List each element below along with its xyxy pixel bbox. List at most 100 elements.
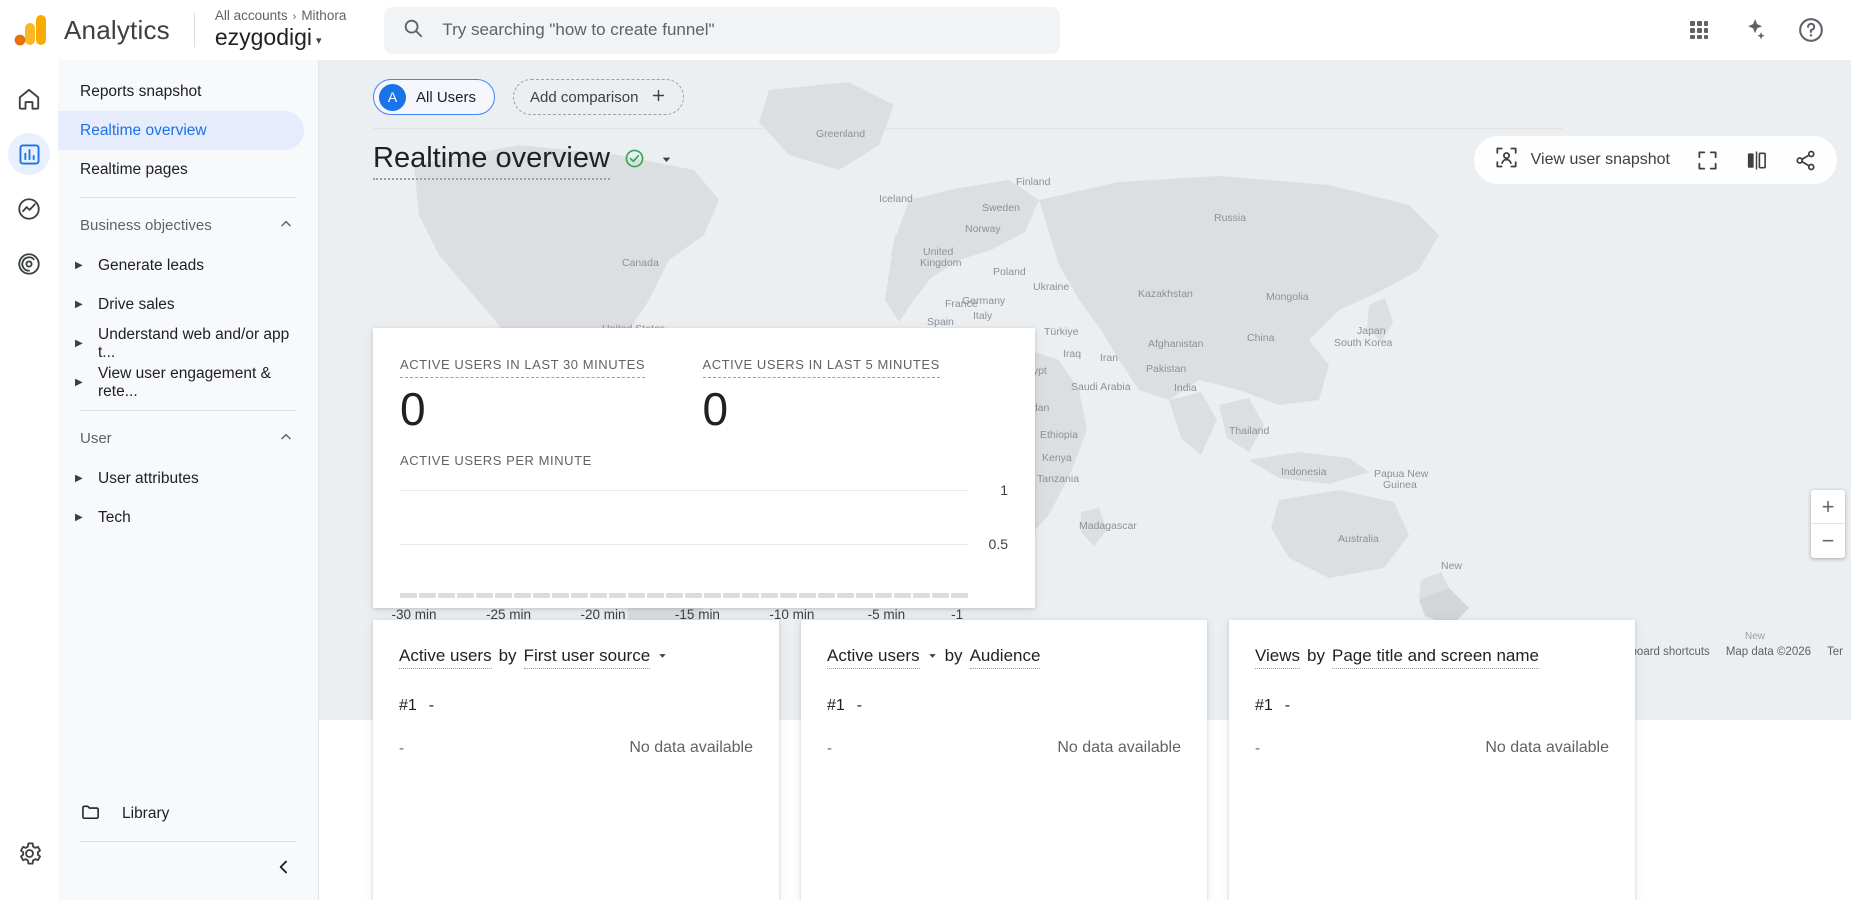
chart-bar <box>951 593 968 599</box>
check-circle-icon[interactable] <box>624 148 645 174</box>
sidebar-item-label: Generate leads <box>98 256 204 274</box>
apps-grid-icon[interactable] <box>1687 18 1711 42</box>
card-dimension-label[interactable]: Audience <box>969 646 1041 669</box>
left-rail <box>0 60 58 900</box>
chart-bar <box>552 593 569 599</box>
zoom-in-button[interactable]: + <box>1811 490 1845 524</box>
sidebar-item-user-attributes[interactable]: ▶ User attributes <box>58 459 304 498</box>
chips-divider <box>373 128 1563 129</box>
card-title: Active users by Audience <box>827 646 1181 669</box>
sidebar-collapse-button[interactable] <box>58 848 318 890</box>
sparkle-ai-icon[interactable] <box>1741 17 1767 43</box>
all-users-chip[interactable]: A All Users <box>373 79 496 115</box>
metric-active-users-5min: ACTIVE USERS IN LAST 5 MINUTES 0 <box>702 356 1006 435</box>
metric-label: ACTIVE USERS IN LAST 30 MINUTES <box>400 357 646 378</box>
terms-link[interactable]: Ter <box>1827 646 1843 658</box>
page-title-row: Realtime overview <box>373 142 674 180</box>
card-rank-value: - <box>856 697 863 714</box>
sidebar-item-generate-leads[interactable]: ▶ Generate leads <box>58 246 304 285</box>
chart-xtick-label: -10 min <box>769 607 815 623</box>
sidebar-item-view-user-engagement[interactable]: ▶ View user engagement & rete... <box>58 363 304 402</box>
card-metric-label[interactable]: Active users <box>827 646 920 669</box>
card-metric-label[interactable]: Active users <box>399 646 492 669</box>
sidebar-item-label: Realtime overview <box>80 121 207 139</box>
sidebar-item-realtime-pages[interactable]: Realtime pages <box>58 150 304 189</box>
account-selector[interactable]: All accounts › Mithora ezygodigi ▾ <box>215 9 346 50</box>
breadcrumb-account[interactable]: Mithora <box>301 8 347 24</box>
sidebar-section-label: Business objectives <box>80 216 212 234</box>
chevron-down-icon[interactable] <box>927 650 938 664</box>
map-data-text: Map data ©2026 <box>1725 646 1812 658</box>
rail-item-home[interactable] <box>8 78 50 120</box>
chart-gridline <box>400 544 968 546</box>
sidebar-item-understand-web-app[interactable]: ▶ Understand web and/or app t... <box>58 324 304 363</box>
chart-bar <box>647 593 664 599</box>
sidebar-section-business-objectives[interactable]: Business objectives <box>58 204 318 246</box>
brand-divider <box>193 13 195 47</box>
chart-gridline <box>400 490 968 492</box>
sidebar-item-realtime-overview[interactable]: Realtime overview <box>58 111 304 150</box>
search-input[interactable] <box>442 20 1043 40</box>
card-rank-value: - <box>1284 697 1291 714</box>
sidebar-section-user[interactable]: User <box>58 417 318 459</box>
chart-xtick-label: -30 min <box>391 607 437 623</box>
property-name[interactable]: ezygodigi ▾ <box>215 24 346 50</box>
folder-icon <box>80 801 102 828</box>
sidebar-item-label: Reports snapshot <box>80 82 202 100</box>
card-by-label: by <box>498 646 517 665</box>
sidebar-item-drive-sales[interactable]: ▶ Drive sales <box>58 285 304 324</box>
triangle-right-icon: ▶ <box>75 260 83 271</box>
chevron-left-icon <box>274 857 294 882</box>
card-metric-label[interactable]: Views <box>1255 646 1301 669</box>
sidebar-item-reports-snapshot[interactable]: Reports snapshot <box>58 72 304 111</box>
zoom-out-button[interactable]: − <box>1821 528 1835 553</box>
sidebar-item-tech[interactable]: ▶ Tech <box>58 498 304 537</box>
user-snapshot-icon <box>1494 145 1519 175</box>
card-title: Views by Page title and screen name <box>1255 646 1609 669</box>
sidebar-item-label: Library <box>122 805 170 822</box>
chart-bar <box>666 593 683 599</box>
chevron-up-icon[interactable] <box>278 216 294 235</box>
chart-bar <box>476 593 493 599</box>
sidebar-item-label: Drive sales <box>98 295 175 313</box>
metric-active-users-30min: ACTIVE USERS IN LAST 30 MINUTES 0 <box>400 356 703 433</box>
chevron-down-icon[interactable] <box>659 152 674 170</box>
help-circle-icon[interactable] <box>1797 16 1825 44</box>
breadcrumb-all-accounts[interactable]: All accounts <box>214 8 288 24</box>
analytics-logo-icon[interactable] <box>0 14 62 46</box>
realtime-dimension-card: Active users by Audience #1- - No data availa… <box>801 620 1207 900</box>
map-zoom-controls[interactable]: + − <box>1811 490 1845 558</box>
card-dimension-label[interactable]: First user source <box>523 646 651 669</box>
share-icon[interactable] <box>1794 149 1817 172</box>
card-dimension-label[interactable]: Page title and screen name <box>1332 646 1539 669</box>
search-bar[interactable] <box>384 6 1061 54</box>
sidebar-divider <box>80 410 296 411</box>
card-rank: #1 <box>1255 697 1273 714</box>
chart-bar <box>742 593 759 599</box>
card-empty-state: - No data available <box>399 739 753 757</box>
map-attribution: Keyboard shortcuts Map data ©2026 Ter <box>1611 646 1843 658</box>
card-rank: #1 <box>827 697 845 714</box>
rail-item-admin[interactable] <box>8 832 50 874</box>
chevron-down-icon: ▾ <box>316 34 322 47</box>
metric-value: 0 <box>702 383 729 435</box>
all-users-label: All Users <box>416 88 477 106</box>
card-rank-row: #1- <box>827 697 1181 715</box>
chart-ytick-label: 1 <box>1000 482 1008 499</box>
map-new-badge: New <box>1744 631 1765 642</box>
keyboard-shortcuts-link[interactable]: Keyboard shortcuts <box>1610 646 1710 658</box>
compare-split-icon[interactable] <box>1745 149 1768 172</box>
chevron-down-icon[interactable] <box>657 650 668 664</box>
fullscreen-icon[interactable] <box>1696 149 1719 172</box>
rail-item-reports[interactable] <box>8 133 50 175</box>
chevron-up-icon[interactable] <box>278 429 294 448</box>
active-users-per-minute-chart[interactable]: 1 0.5 <box>400 478 1008 599</box>
sidebar-section-label: User <box>80 429 112 447</box>
chevron-right-icon: › <box>292 10 297 23</box>
rail-item-explore[interactable] <box>8 188 50 230</box>
view-user-snapshot-button[interactable]: View user snapshot <box>1494 145 1670 175</box>
sidebar-item-library[interactable]: Library <box>58 793 318 835</box>
add-comparison-button[interactable]: Add comparison <box>513 79 685 115</box>
rail-item-advertising[interactable] <box>8 243 50 285</box>
